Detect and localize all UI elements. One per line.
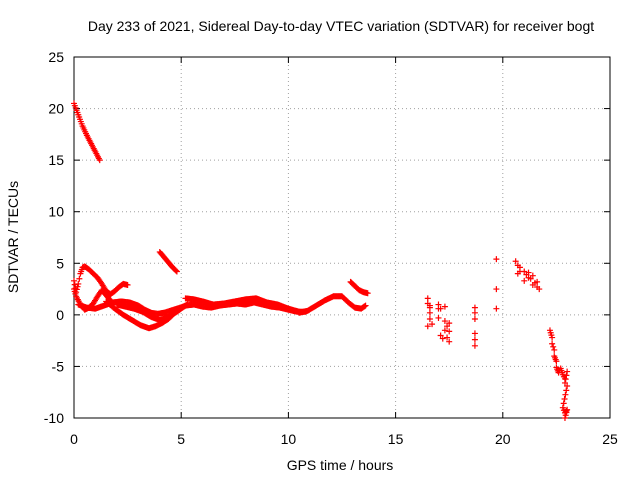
data-point [429,321,436,328]
data-point [124,281,131,288]
data-point [362,302,369,309]
data-point [560,400,567,407]
data-point [71,277,77,284]
data-point [493,286,500,293]
data-point [446,320,453,327]
data-point [512,258,519,265]
data-point [529,272,536,279]
y-tick-label: 0 [56,307,64,323]
data-point [361,303,368,310]
data-point [426,309,433,316]
data-point [564,406,571,413]
data-point [516,264,523,271]
data-point [471,342,478,349]
x-axis-label: GPS time / hours [287,457,394,473]
y-axis-label: SDTVAR / TECUs [5,181,21,293]
data-point [536,286,543,293]
data-point [439,335,446,342]
data-points [71,100,571,421]
data-point [441,303,448,310]
data-point [74,283,81,290]
data-point [525,269,532,276]
data-point [564,383,571,390]
axis-ticks: 0 5 10 15 20 25 -10 -5 0 5 10 15 20 25 [44,49,618,447]
plot-border [73,56,611,419]
data-point [424,323,431,330]
data-point [529,281,536,288]
chart-title: Day 233 of 2021, Sidereal Day-to-day VTE… [88,18,594,34]
x-tick-label: 15 [388,431,404,447]
y-tick-label: 20 [48,101,64,117]
y-tick-label: 10 [48,204,64,220]
data-point [521,268,528,275]
x-tick-label: 20 [495,431,511,447]
y-tick-label: -10 [44,410,64,426]
y-tick-label: 25 [48,49,64,65]
data-point [364,290,371,297]
x-tick-label: 0 [70,431,78,447]
data-point [76,275,83,282]
data-point [525,274,532,281]
data-point [561,379,568,386]
data-point [561,396,568,403]
data-point [471,336,478,343]
data-point [471,309,478,316]
data-point [173,267,180,274]
x-tick-label: 25 [602,431,618,447]
data-point [534,278,541,285]
data-point [549,334,556,341]
data-point [549,340,556,347]
data-point [437,332,444,339]
data-point [471,330,478,337]
data-point [493,305,500,312]
data-point [444,323,451,330]
data-point [562,391,569,398]
data-point [435,314,442,321]
data-point [493,256,500,263]
y-tick-label: -5 [52,358,65,374]
data-point [424,295,431,302]
data-point [96,157,103,164]
data-point [435,305,442,312]
grid [74,57,610,418]
y-tick-label: 15 [48,152,64,168]
data-point [173,268,180,275]
x-tick-label: 5 [177,431,185,447]
data-point [562,412,569,419]
data-point [563,409,570,416]
data-point [446,338,453,345]
data-point [514,270,521,277]
data-point [446,328,453,335]
x-tick-label: 10 [281,431,297,447]
y-tick-label: 5 [56,255,64,271]
data-point [551,346,558,353]
data-point [563,372,570,379]
data-point [563,387,570,394]
data-point [471,304,478,311]
data-point [471,315,478,322]
data-point [561,415,568,421]
data-point [521,277,528,284]
data-point [75,280,82,287]
data-point [444,334,451,341]
data-point [562,376,569,383]
data-point [553,358,560,365]
data-point [441,318,448,325]
data-point [550,343,557,350]
data-point [441,327,448,334]
data-point [564,368,571,375]
data-point [426,315,433,322]
data-point [426,302,433,309]
